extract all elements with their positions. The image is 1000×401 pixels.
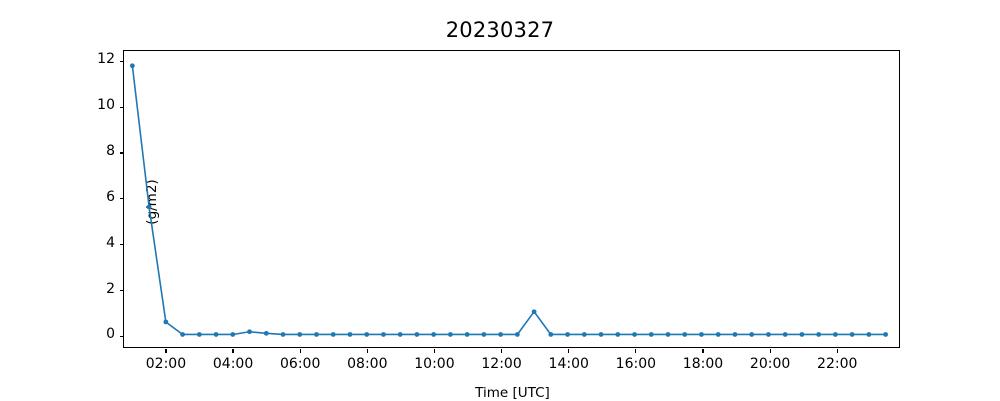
data-point	[699, 332, 704, 337]
y-tick-mark	[120, 244, 124, 246]
data-point	[632, 332, 637, 337]
data-point	[648, 332, 654, 337]
data-point	[849, 332, 855, 337]
x-tick-label: 18:00	[682, 356, 724, 372]
data-point	[766, 332, 771, 337]
x-tick-label: 16:00	[615, 356, 657, 372]
data-point	[263, 330, 269, 336]
data-point	[799, 332, 805, 337]
data-point	[381, 332, 386, 337]
data-point	[883, 332, 888, 337]
y-tick-mark	[120, 198, 124, 200]
x-tick-mark	[433, 349, 436, 353]
data-point	[598, 332, 604, 337]
data-point	[448, 332, 453, 337]
y-tick-mark	[120, 289, 124, 292]
data-point	[615, 332, 621, 337]
x-tick-mark	[769, 349, 771, 353]
data-point	[682, 332, 688, 337]
chart-title: 20230327	[445, 18, 555, 42]
x-tick-mark	[568, 349, 570, 353]
x-tick-label: 12:00	[481, 356, 522, 372]
data-point	[230, 332, 236, 337]
data-point	[782, 332, 788, 337]
series-layer	[129, 63, 888, 337]
x-tick-mark	[702, 349, 704, 353]
data-point	[514, 332, 520, 337]
y-tick-mark	[120, 152, 124, 154]
x-axis-label: Time [UTC]	[475, 385, 550, 401]
data-point	[247, 329, 252, 335]
plot-axes-area: (g/m2) Time [UTC] 0 2 4 6 8 10 12 02:00 04:00 06…	[97, 50, 900, 401]
data-point	[196, 332, 202, 337]
data-point	[665, 332, 671, 337]
data-point	[715, 332, 721, 337]
data-point	[314, 332, 319, 337]
data-point	[866, 332, 872, 337]
data-point	[732, 332, 738, 337]
x-tick-label: 22:00	[817, 356, 858, 372]
data-line	[131, 65, 887, 336]
x-tick-label: 20:00	[749, 356, 791, 372]
y-tick-mark	[120, 60, 124, 62]
x-tick-mark	[500, 349, 503, 353]
data-point	[531, 309, 537, 315]
data-point	[213, 332, 219, 337]
x-tick-mark	[232, 349, 234, 353]
x-tick-label: 08:00	[347, 356, 388, 372]
data-point	[280, 332, 286, 337]
data-point	[464, 332, 470, 337]
data-point	[414, 332, 420, 337]
data-point	[481, 332, 487, 337]
x-tick-label: 02:00	[145, 356, 187, 372]
data-point	[431, 332, 437, 337]
y-tick-label: 4	[106, 234, 115, 251]
y-tick-label: 12	[97, 51, 115, 68]
x-tick-label: 06:00	[280, 356, 321, 372]
data-point	[347, 332, 353, 337]
x-tick-mark	[299, 349, 301, 353]
data-point	[833, 332, 838, 337]
data-point	[146, 204, 152, 210]
y-tick-label: 8	[106, 143, 115, 159]
y-tick-mark	[120, 106, 124, 108]
data-point	[498, 332, 504, 337]
x-tick-mark	[836, 349, 838, 353]
y-tick-mark	[120, 335, 124, 337]
y-tick-label: 10	[97, 97, 115, 114]
data-point	[330, 332, 336, 337]
y-tick-label: 2	[106, 280, 115, 297]
data-point	[816, 332, 822, 337]
y-tick-label: 6	[106, 188, 115, 205]
y-tick-label: 0	[106, 326, 115, 343]
data-point	[180, 332, 185, 337]
data-point	[397, 332, 403, 337]
x-tick-label: 04:00	[212, 356, 254, 372]
data-point	[364, 332, 370, 337]
data-markers	[129, 63, 888, 337]
x-tick-mark	[635, 349, 637, 353]
data-point	[548, 332, 554, 337]
data-point	[581, 332, 587, 337]
data-point	[129, 63, 135, 69]
x-tick-label: 14:00	[548, 356, 589, 372]
x-tick-mark	[366, 349, 368, 353]
x-tick-mark	[165, 349, 167, 353]
x-tick-label: 10:00	[414, 356, 455, 372]
data-point	[565, 332, 570, 337]
data-point	[749, 332, 755, 337]
data-point	[297, 332, 303, 337]
data-point	[163, 319, 169, 325]
